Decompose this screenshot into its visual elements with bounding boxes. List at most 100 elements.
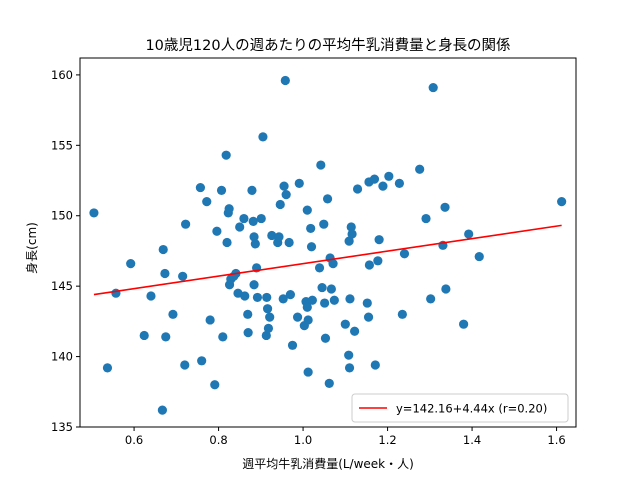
data-point <box>216 185 227 195</box>
x-axis-ticks: 0.6 0.8 1.0 1.2 1.4 1.6 <box>125 427 566 447</box>
data-point <box>319 219 329 229</box>
x-tick-label: 1.4 <box>463 433 481 447</box>
data-point <box>314 263 325 273</box>
data-point <box>287 340 298 350</box>
regression-line <box>93 224 562 296</box>
data-point <box>459 319 469 329</box>
data-point <box>180 360 190 370</box>
data-point <box>262 292 272 303</box>
data-point <box>320 298 330 308</box>
plot-frame <box>79 57 577 428</box>
data-point <box>146 291 156 301</box>
data-point <box>344 363 355 373</box>
data-point <box>317 282 327 293</box>
y-tick-label: 150 <box>51 209 73 223</box>
data-point <box>261 330 271 341</box>
data-point <box>258 132 268 142</box>
data-point <box>302 205 312 215</box>
data-point <box>320 333 331 343</box>
data-point <box>374 235 384 245</box>
data-point <box>224 204 234 214</box>
data-point <box>441 284 451 294</box>
data-point <box>352 184 363 194</box>
data-point <box>440 202 450 212</box>
data-point <box>243 328 253 338</box>
data-point <box>557 197 567 207</box>
data-point <box>324 378 334 388</box>
data-point <box>205 315 215 325</box>
data-point <box>306 242 317 252</box>
data-point <box>274 232 284 242</box>
data-point <box>195 182 206 193</box>
data-point <box>89 208 99 218</box>
x-tick-label: 1.0 <box>294 433 312 447</box>
legend-box <box>351 393 569 423</box>
data-point <box>370 360 380 370</box>
data-point <box>239 213 249 224</box>
data-point <box>240 291 250 301</box>
y-tick-label: 145 <box>51 279 73 293</box>
data-point <box>235 222 245 232</box>
data-point <box>252 292 263 303</box>
data-point <box>363 312 374 322</box>
data-point <box>464 229 474 239</box>
data-point <box>161 332 171 342</box>
data-point <box>160 268 170 279</box>
data-point <box>279 181 289 191</box>
points-layer <box>89 75 567 415</box>
legend: y=142.16+4.44x (r=0.20) <box>351 393 569 423</box>
data-point <box>415 164 425 174</box>
data-point <box>428 82 438 93</box>
fit-line-layer <box>93 224 562 296</box>
y-tick-label: 155 <box>51 138 73 152</box>
data-point <box>399 249 410 259</box>
data-point <box>350 326 360 336</box>
legend-label: y=142.16+4.44x (r=0.20) <box>396 402 547 416</box>
data-point <box>278 294 288 304</box>
data-point <box>364 260 374 270</box>
data-point <box>421 213 431 224</box>
data-point <box>329 295 339 305</box>
y-axis-label: 身長(cm) <box>24 222 39 274</box>
data-point <box>275 199 285 210</box>
data-point <box>307 295 317 305</box>
x-axis-label: 週平均牛乳消費量(L/week・人) <box>242 456 414 471</box>
data-point <box>344 350 354 360</box>
data-point <box>157 405 167 415</box>
data-point <box>316 160 326 170</box>
x-tick-label: 0.6 <box>125 433 143 447</box>
data-point <box>373 256 383 266</box>
data-point <box>292 312 303 322</box>
data-point <box>426 294 436 304</box>
data-point <box>218 332 228 342</box>
data-point <box>221 150 231 160</box>
data-point <box>111 288 121 298</box>
data-point <box>322 194 333 204</box>
data-point <box>397 309 407 319</box>
data-point <box>267 230 277 241</box>
data-point <box>362 298 372 308</box>
data-point <box>212 226 222 236</box>
data-point <box>326 284 336 294</box>
data-point <box>294 178 304 188</box>
y-tick-label: 135 <box>51 420 73 434</box>
data-point <box>303 315 313 325</box>
data-point <box>303 367 313 377</box>
data-point <box>181 219 191 229</box>
data-point <box>158 244 168 255</box>
data-point <box>328 259 338 269</box>
data-point <box>347 229 357 239</box>
data-point <box>306 223 316 234</box>
data-point <box>340 319 350 329</box>
data-point <box>262 304 273 314</box>
data-point <box>202 197 212 207</box>
data-point <box>344 236 354 246</box>
data-point <box>265 312 275 322</box>
x-tick-label: 1.6 <box>547 433 565 447</box>
data-point <box>247 185 257 195</box>
data-point <box>284 237 294 248</box>
data-point <box>248 216 258 226</box>
y-axis-ticks: 135 140 145 150 155 160 <box>51 68 80 434</box>
data-point <box>369 174 380 184</box>
